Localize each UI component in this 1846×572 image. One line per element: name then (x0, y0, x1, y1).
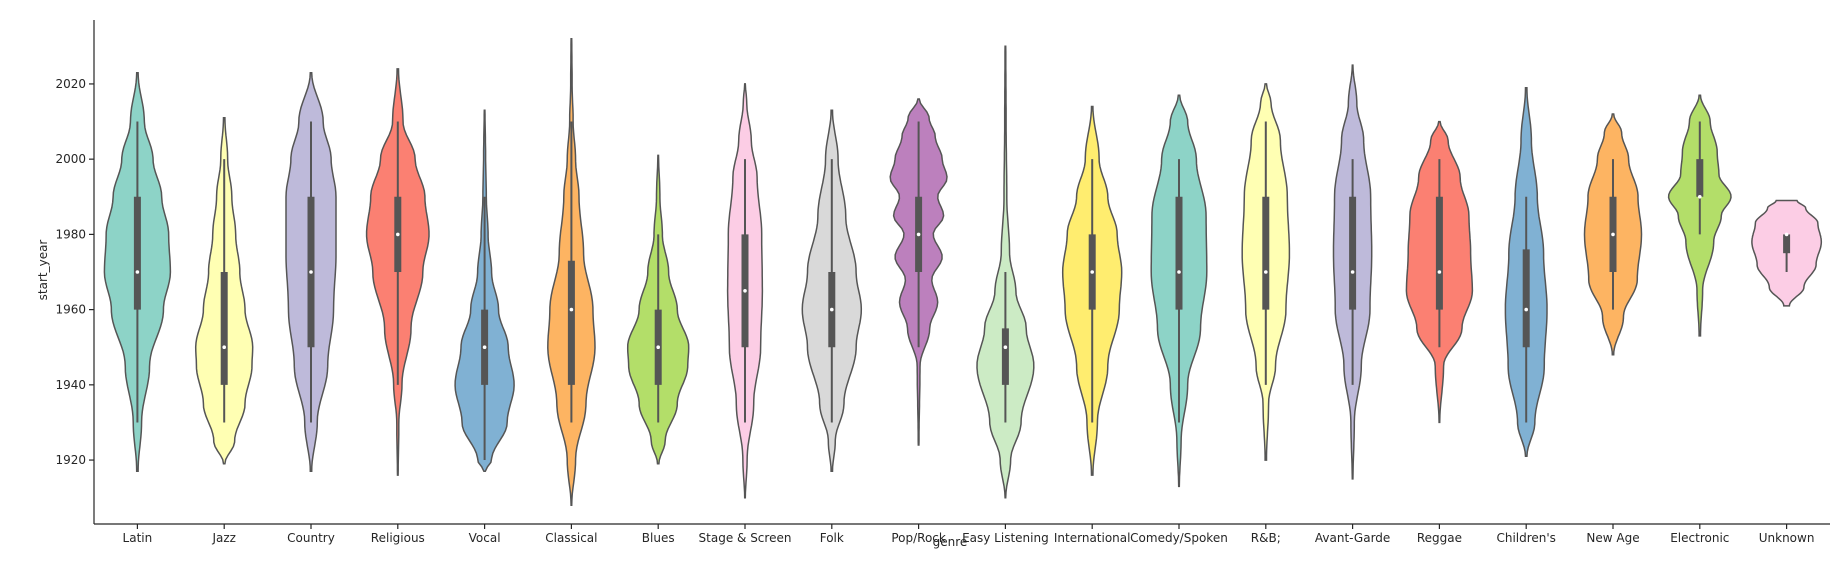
x-tick-label: Blues (642, 531, 675, 545)
violin-median (1524, 307, 1528, 312)
violin-group (454, 109, 515, 473)
violin-group (285, 71, 337, 473)
violin-group (194, 117, 254, 465)
violin-group (1241, 83, 1291, 461)
x-tick-label: Easy Listening (962, 531, 1049, 545)
y-tick-label: 1920 (55, 453, 86, 467)
violin-median (309, 270, 313, 274)
violin-group (1667, 94, 1732, 337)
violin-group (801, 109, 863, 473)
violin-median (1784, 232, 1789, 237)
x-ticks: Latin Jazz Country Religious Vocal Classical B… (123, 524, 1815, 545)
violin-median (916, 232, 921, 237)
violin-median (743, 289, 747, 293)
violin-median (1698, 194, 1702, 199)
y-tick-label: 1980 (55, 227, 86, 241)
violin-group (365, 68, 430, 476)
y-ticks: 1920 1940 1960 1980 2000 2020 (55, 77, 94, 467)
x-tick-label: Jazz (211, 531, 236, 545)
violin-group (103, 71, 172, 473)
violin-group (726, 83, 764, 499)
x-tick-label: Comedy/Spoken (1130, 531, 1228, 545)
violin-median (482, 345, 487, 350)
y-tick-label: 2020 (55, 77, 86, 91)
violin-median (1437, 270, 1442, 274)
x-tick-label: Pop/Rock (891, 531, 946, 545)
violin-median (1350, 270, 1355, 274)
violin-group (547, 38, 596, 506)
x-tick-label: R&B; (1251, 531, 1281, 545)
violin-group (1504, 86, 1548, 458)
x-tick-label: New Age (1586, 531, 1639, 545)
x-tick-label: Unknown (1759, 531, 1815, 545)
x-tick-label: Stage & Screen (699, 531, 792, 545)
violin-median (569, 307, 574, 312)
violin-group (1405, 120, 1474, 424)
violin-median (1264, 270, 1268, 274)
x-tick-label: Reggae (1417, 531, 1462, 545)
x-tick-label: International (1054, 531, 1131, 545)
violin-median (222, 345, 226, 350)
violin-median (830, 307, 834, 312)
y-tick-label: 2000 (55, 152, 86, 166)
x-tick-label: Electronic (1670, 531, 1729, 545)
violin-median (1090, 270, 1094, 274)
violin-median (1177, 270, 1181, 274)
y-axis-label: start_year (36, 240, 50, 301)
x-tick-label: Classical (545, 531, 597, 545)
violin-group (1150, 94, 1208, 488)
violins-layer (103, 38, 1823, 506)
y-tick-label: 1940 (55, 378, 86, 392)
violin-median (1003, 345, 1008, 350)
x-tick-label: Latin (123, 531, 153, 545)
x-tick-label: Vocal (469, 531, 501, 545)
x-tick-label: Religious (371, 531, 425, 545)
violin-group (1583, 113, 1643, 356)
violin-median (1611, 232, 1615, 237)
x-tick-label: Children's (1496, 531, 1555, 545)
violin-median (396, 232, 400, 237)
violin-group (1751, 199, 1823, 307)
violin-median (656, 345, 660, 350)
violin-group (889, 98, 948, 446)
violin-median (135, 270, 140, 274)
x-tick-label: Avant-Garde (1315, 531, 1390, 545)
violin-group (1332, 64, 1373, 480)
x-axis-label: genre (933, 535, 968, 549)
y-tick-label: 1960 (55, 303, 86, 317)
violin-group (1061, 105, 1123, 476)
violin-group (976, 45, 1035, 499)
violin-group (626, 154, 690, 465)
x-tick-label: Country (287, 531, 335, 545)
x-tick-label: Folk (820, 531, 844, 545)
